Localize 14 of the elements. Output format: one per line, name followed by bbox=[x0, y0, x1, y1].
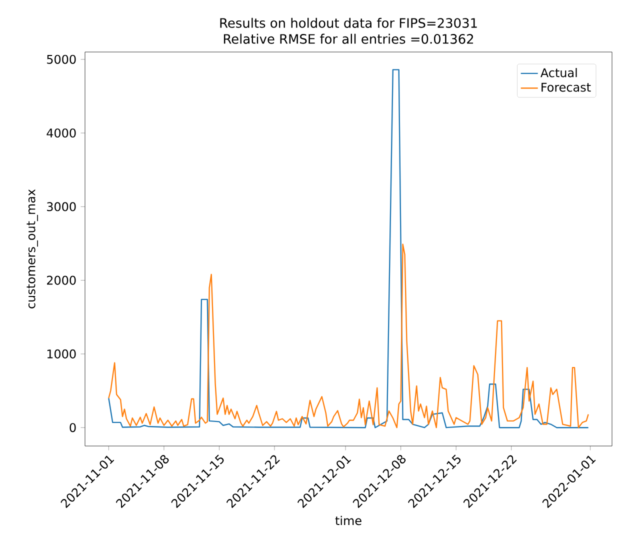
legend-label: Forecast bbox=[542, 82, 591, 92]
line-series bbox=[108, 244, 589, 428]
chart-title: Results on holdout data for FIPS=23031 bbox=[220, 18, 477, 28]
x-axis-title: time bbox=[335, 516, 362, 526]
y-tick-label: 3000 bbox=[47, 202, 76, 212]
y-tick-label: 5000 bbox=[47, 54, 76, 64]
legend-label: Actual bbox=[540, 68, 577, 78]
chart-subtitle: Relative RMSE for all entries =0.01362 bbox=[224, 34, 474, 44]
y-tick-label: 4000 bbox=[46, 128, 76, 138]
y-tick-label: 2000 bbox=[47, 276, 76, 285]
y-axis-title: customers_out_max bbox=[26, 189, 38, 308]
y-tick-label: 0 bbox=[70, 423, 76, 432]
line-series bbox=[108, 69, 589, 428]
y-tick-label: 1000 bbox=[47, 349, 76, 358]
